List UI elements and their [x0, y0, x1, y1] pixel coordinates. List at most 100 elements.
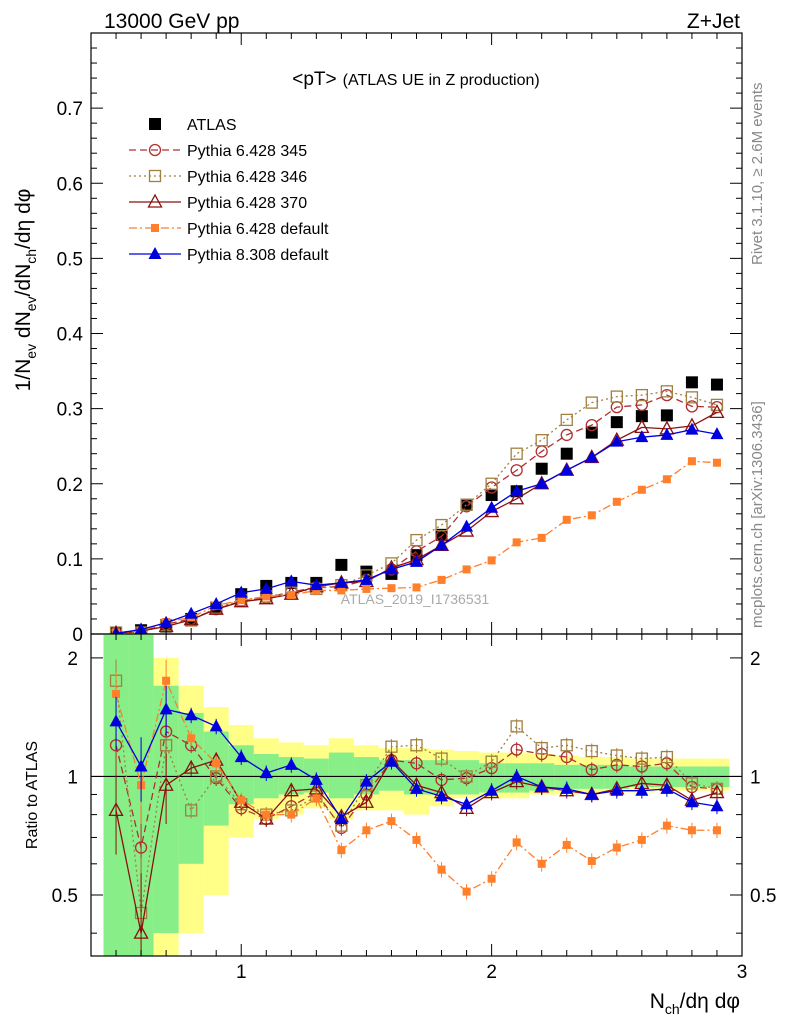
header-left: 13000 GeV pp — [104, 10, 239, 33]
main-point-2-15 — [485, 477, 498, 490]
main-point-4-10 — [362, 584, 371, 593]
legend: ATLAS Pythia 6.428 345 Pythia 6.428 346 Pyt… — [129, 117, 329, 264]
main-ytick-label: 0.5 — [57, 249, 83, 270]
main-point-4-5 — [237, 596, 246, 605]
legend-label-3: Pythia 6.428 370 — [187, 195, 307, 212]
main-point-4-11 — [387, 584, 396, 593]
plot-title-sub: (ATLAS UE in Z production) — [343, 72, 540, 89]
ratio-point-4-13 — [435, 789, 449, 802]
legend-label-4: Pythia 6.428 default — [187, 221, 329, 238]
ratio-point-3-14 — [462, 887, 471, 896]
ratio-point-3-16 — [512, 838, 521, 847]
ratio-point-4-5 — [234, 750, 248, 763]
ratio-ytick-label-right: 2 — [750, 649, 761, 670]
ylabel-part-a: 1/N — [12, 359, 35, 392]
ratio-point-0-19 — [585, 763, 598, 776]
main-point-2-21 — [635, 388, 648, 402]
ratio-point-3-10 — [362, 826, 371, 835]
main-point-1-23 — [685, 400, 699, 413]
main-point-4-24 — [712, 458, 721, 467]
legend-marker-5 — [148, 247, 162, 259]
ratio-point-1-22 — [660, 750, 674, 764]
ratio-point-1-14 — [460, 770, 473, 783]
ratio-ytick-label-right: 0.5 — [750, 886, 776, 907]
ratio-point-3-24 — [712, 826, 721, 835]
main-point-4-13 — [437, 575, 446, 584]
legend-entry-2: Pythia 6.428 346 — [129, 169, 307, 186]
main-point-3-24 — [709, 404, 725, 419]
legend-entry-1: Pythia 6.428 345 — [129, 143, 307, 160]
main-point-0-17 — [535, 462, 548, 475]
ratio-point-2-10 — [358, 793, 375, 808]
main-ylabel: 1/Nev dNev/dNch/dη dφ — [12, 189, 39, 392]
ratio-point-4-17 — [535, 780, 549, 793]
ratio-point-3-15 — [487, 874, 496, 883]
ratio-point-3-23 — [687, 826, 696, 835]
ratio-point-0-1 — [134, 841, 148, 854]
ratio-point-2-2 — [158, 776, 174, 791]
ratio-plot-axes: 0.5 0.5 1 1 2 2 1 2 3 — [52, 633, 776, 983]
main-point-5-6 — [259, 581, 273, 594]
legend-label-5: Pythia 8.308 default — [187, 247, 329, 264]
main-point-4-15 — [487, 556, 496, 565]
main-point-2-20 — [610, 390, 623, 403]
main-point-5-16 — [510, 484, 524, 497]
main-point-0-9 — [335, 558, 348, 571]
ratio-point-4-10 — [359, 774, 373, 787]
ylabel-part-f: ch — [23, 249, 39, 264]
main-point-4-20 — [612, 497, 621, 506]
ylabel-part-c: dN — [12, 311, 35, 344]
main-point-0-23 — [685, 376, 698, 389]
watermark: ATLAS_2019_I1736531 — [341, 591, 490, 607]
legend-entry-4: Pythia 6.428 default — [129, 221, 329, 238]
ratio-point-2-7 — [283, 782, 299, 797]
rivet-label: Rivet 3.1.10, ≥ 2.6M events — [749, 83, 766, 266]
main-point-5-8 — [309, 578, 323, 591]
ratio-point-3-6 — [262, 810, 271, 819]
main-point-4-17 — [537, 533, 546, 542]
main-point-4-12 — [412, 583, 421, 592]
ratio-point-4-22 — [660, 781, 674, 794]
ratio-point-2-3 — [183, 759, 199, 774]
main-point-2-13 — [435, 518, 448, 532]
main-point-5-9 — [334, 575, 348, 588]
main-point-0-20 — [610, 416, 623, 429]
main-point-4-23 — [687, 457, 696, 466]
main-point-5-22 — [660, 427, 674, 440]
legend-entry-0: ATLAS — [149, 117, 237, 134]
main-series-line-2 — [116, 390, 718, 634]
ratio-xlabel: Nch/dη dφ — [650, 990, 740, 1017]
ratio-xtick-label: 2 — [486, 962, 497, 983]
ratio-point-1-19 — [585, 744, 598, 758]
header-right: Z+Jet — [687, 10, 740, 33]
ylabel-part-b: ev — [23, 344, 39, 359]
ratio-point-1-18 — [560, 739, 573, 752]
ratio-point-3-9 — [337, 846, 346, 855]
main-point-1-18 — [560, 428, 573, 442]
ratio-xtick-label: 1 — [236, 962, 247, 983]
main-point-5-24 — [710, 427, 724, 440]
main-point-0-22 — [660, 409, 673, 422]
ratio-point-3-12 — [412, 835, 421, 844]
legend-entry-5: Pythia 8.308 default — [129, 247, 329, 264]
ratio-point-4-24 — [710, 799, 724, 812]
main-point-1-16 — [510, 464, 523, 477]
ratio-point-3-11 — [387, 817, 396, 826]
ratio-ylabel: Ratio to ATLAS — [24, 741, 41, 849]
stat-band — [328, 752, 354, 799]
plot-title: <pT> (ATLAS UE in Z production) — [292, 69, 539, 90]
legend-marker-1 — [148, 143, 162, 157]
main-point-5-19 — [585, 450, 599, 463]
ratio-point-4-11 — [384, 754, 398, 767]
ratio-point-3-0 — [112, 689, 121, 698]
ratio-series-4 — [109, 686, 724, 827]
ratio-point-3-19 — [587, 856, 596, 865]
main-point-2-14 — [460, 498, 473, 511]
main-point-1-19 — [585, 419, 598, 432]
main-point-5-3 — [184, 606, 198, 619]
main-ytick-label: 0.3 — [57, 400, 83, 421]
ratio-point-3-7 — [287, 810, 296, 819]
ratio-point-4-6 — [259, 766, 273, 779]
main-point-2-18 — [560, 413, 573, 427]
main-point-4-9 — [337, 586, 346, 595]
